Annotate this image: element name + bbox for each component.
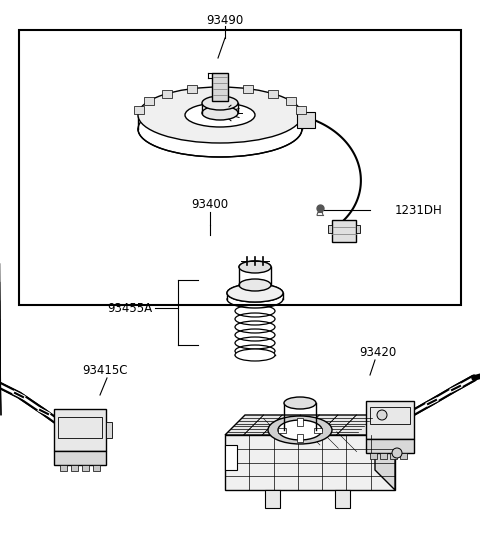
Bar	[82, 465, 89, 471]
Circle shape	[392, 448, 402, 458]
Polygon shape	[375, 415, 395, 490]
Ellipse shape	[239, 261, 271, 273]
Bar	[332, 220, 356, 242]
Bar	[60, 465, 67, 471]
Text: 1231DH: 1231DH	[395, 204, 443, 217]
Bar	[297, 434, 303, 442]
Bar	[370, 453, 377, 459]
Bar	[400, 453, 407, 459]
Bar	[366, 401, 414, 439]
Ellipse shape	[185, 103, 255, 127]
Ellipse shape	[202, 96, 238, 110]
Bar	[215, 83, 225, 91]
Ellipse shape	[284, 397, 316, 409]
Ellipse shape	[138, 101, 302, 157]
Bar	[335, 490, 350, 508]
Ellipse shape	[202, 106, 238, 120]
Bar	[162, 90, 172, 97]
Bar	[286, 97, 296, 105]
Bar	[212, 73, 228, 101]
Bar	[278, 427, 286, 432]
Bar	[380, 453, 387, 459]
Bar	[243, 85, 253, 93]
Bar	[356, 225, 360, 233]
Bar	[54, 451, 106, 465]
Bar	[268, 90, 278, 97]
Bar	[144, 97, 154, 105]
Bar	[187, 85, 197, 93]
Polygon shape	[225, 415, 395, 435]
Ellipse shape	[268, 416, 332, 444]
Bar	[366, 439, 414, 453]
Text: 93415C: 93415C	[82, 364, 128, 377]
Bar	[390, 453, 397, 459]
Ellipse shape	[227, 284, 283, 302]
Bar	[328, 225, 332, 233]
Bar	[58, 417, 102, 438]
Bar	[93, 465, 100, 471]
Ellipse shape	[138, 87, 302, 143]
Bar	[106, 422, 112, 438]
Ellipse shape	[278, 420, 322, 440]
Bar	[134, 106, 144, 114]
Bar	[314, 427, 322, 432]
Bar	[19, 30, 461, 305]
Polygon shape	[225, 435, 395, 490]
Text: 93400: 93400	[192, 199, 228, 212]
Bar	[265, 490, 280, 508]
Bar	[54, 409, 106, 451]
Ellipse shape	[227, 284, 283, 302]
Ellipse shape	[235, 349, 275, 361]
Bar	[225, 445, 237, 470]
Ellipse shape	[239, 279, 271, 291]
Bar	[297, 112, 315, 128]
Bar	[71, 465, 78, 471]
Bar	[296, 106, 306, 114]
Bar	[297, 418, 303, 426]
Text: 93455A: 93455A	[108, 301, 153, 315]
Bar	[370, 407, 410, 424]
Text: 93420: 93420	[360, 345, 396, 359]
Circle shape	[377, 410, 387, 420]
Text: 93490: 93490	[206, 14, 244, 26]
